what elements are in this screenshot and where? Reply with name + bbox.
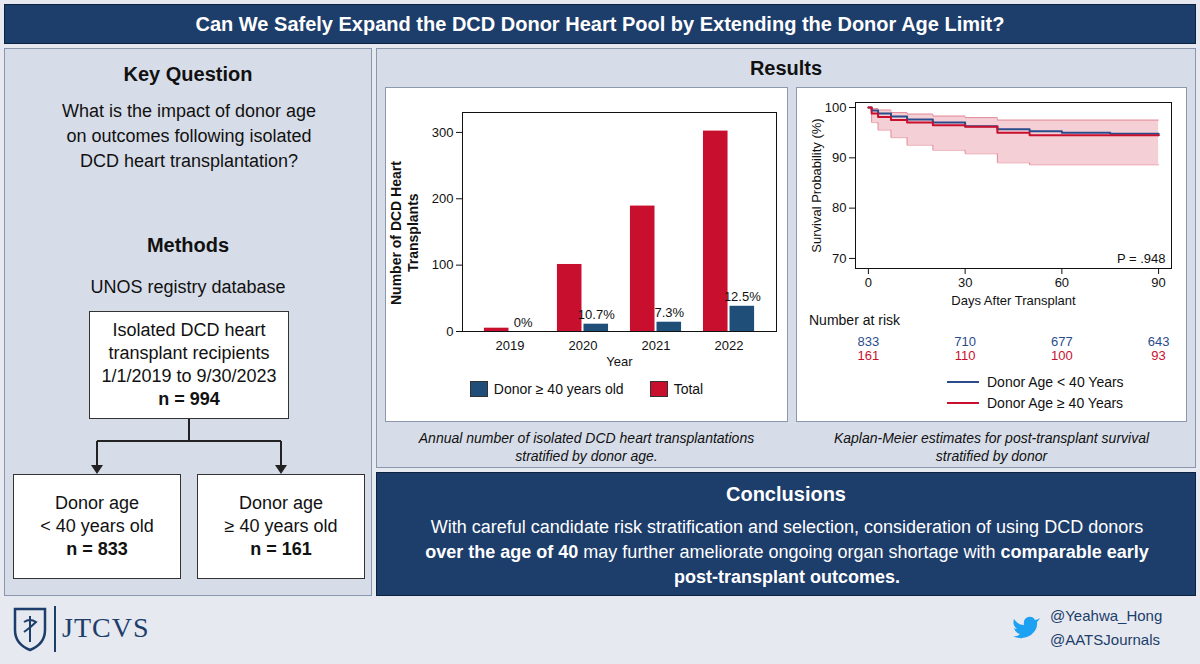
- html-text:1/1/2019 to 9/30/2023: 1/1/2019 to 9/30/2023: [101, 366, 277, 386]
- html-text:Conclusions: Conclusions: [726, 483, 846, 505]
- html-text:Donor Age < 40 Years: Donor Age < 40 Years: [987, 373, 1124, 390]
- svg-text:80: 80: [832, 200, 846, 215]
- html-text:Results: Results: [749, 57, 823, 79]
- svg-text:93: 93: [1151, 348, 1165, 363]
- svg-text:12.5%: 12.5%: [724, 289, 761, 304]
- svg-text:677: 677: [1051, 334, 1073, 349]
- html-text:JTCVS: JTCVS: [62, 612, 150, 643]
- svg-text:90: 90: [1151, 275, 1165, 290]
- svg-text:2020: 2020: [569, 338, 598, 353]
- svg-text:0: 0: [446, 324, 453, 339]
- html-text:What is the impact of donor ag: What is the impact of donor age on outco…: [61, 101, 317, 171]
- html-text:Total: Total: [673, 381, 704, 397]
- html-text:< 40 years old: < 40 years old: [40, 516, 154, 536]
- html-text:Donor age: Donor age: [239, 493, 323, 513]
- svg-text:100: 100: [432, 257, 454, 272]
- svg-text:100: 100: [1051, 348, 1073, 363]
- svg-text:833: 833: [858, 334, 880, 349]
- html-text:Number at risk: Number at risk: [809, 312, 900, 328]
- svg-text:30: 30: [958, 275, 972, 290]
- svg-text:70: 70: [832, 251, 846, 266]
- svg-text:0: 0: [865, 275, 872, 290]
- svg-text:2022: 2022: [715, 338, 744, 353]
- html-text:Key Question: Key Question: [123, 63, 253, 85]
- html-text:Donor Age ≥ 40 Years: Donor Age ≥ 40 Years: [987, 394, 1124, 411]
- svg-text:Days After Transplant: Days After Transplant: [951, 293, 1076, 308]
- html-text:n = 994: n = 994: [158, 389, 220, 409]
- svg-text:2019: 2019: [496, 338, 525, 353]
- html-text:Isolated DCD heart: Isolated DCD heart: [112, 320, 266, 340]
- svg-text:161: 161: [858, 348, 880, 363]
- svg-text:643: 643: [1148, 334, 1170, 349]
- html-text:n = 833: n = 833: [66, 539, 128, 559]
- html-text:@Yeahwa_Hong: @Yeahwa_Hong: [1050, 607, 1163, 624]
- html-text:@AATSJournals: @AATSJournals: [1050, 631, 1160, 648]
- svg-text:Year: Year: [606, 354, 633, 369]
- svg-text:300: 300: [432, 125, 454, 140]
- svg-text:200: 200: [432, 191, 454, 206]
- svg-text:110: 110: [955, 348, 976, 363]
- html-text:n = 161: n = 161: [250, 539, 312, 559]
- svg-text:2021: 2021: [642, 338, 671, 353]
- html-text:With careful candidate risk st: With careful candidate risk stratificati…: [430, 517, 1144, 537]
- html-text:Annual number of isolated DCD: Annual number of isolated DCD heart tran…: [418, 430, 755, 464]
- html-text:Donor ≥ 40 years old: Donor ≥ 40 years old: [493, 381, 624, 397]
- svg-text:10.7%: 10.7%: [578, 307, 615, 322]
- html-text:Can We Safely Expand the DCD D: Can We Safely Expand the DCD Donor Heart…: [195, 12, 1005, 35]
- html-text:Donor age: Donor age: [55, 493, 139, 513]
- html-text:Methods: Methods: [146, 234, 230, 256]
- html-text:over the age of 40 may further: over the age of 40 may further ameliorat…: [425, 542, 1149, 587]
- html-text:UNOS registry database: UNOS registry database: [90, 277, 286, 297]
- svg-text:90: 90: [832, 150, 846, 165]
- svg-text:710: 710: [954, 334, 976, 349]
- svg-text:100: 100: [825, 100, 847, 115]
- svg-text:60: 60: [1055, 275, 1069, 290]
- svg-text:Survival Probability (%): Survival Probability (%): [809, 118, 824, 252]
- svg-text:7.3%: 7.3%: [654, 305, 684, 320]
- html-text:Number of DCD Heart Transplant: Number of DCD Heart Transplants: [388, 161, 421, 305]
- html-text:≥ 40 years old: ≥ 40 years old: [224, 516, 338, 536]
- svg-text:0%: 0%: [514, 315, 533, 330]
- html-text:Kaplan-Meier estimates for pos: Kaplan-Meier estimates for post-transpla…: [833, 430, 1150, 464]
- html-text:transplant recipients: transplant recipients: [108, 343, 270, 363]
- svg-text:P = .948: P = .948: [1117, 251, 1166, 266]
